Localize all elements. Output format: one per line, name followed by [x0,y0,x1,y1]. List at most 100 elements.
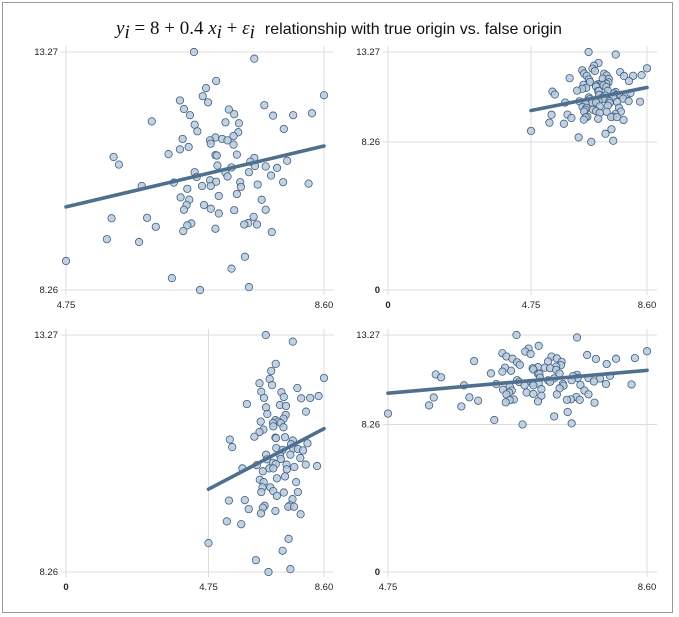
data-point [232,189,241,199]
y-tick-label: 8.26 [40,567,59,578]
data-point [178,134,187,144]
data-point [498,367,507,376]
data-point [627,380,636,389]
data-point [457,402,466,411]
data-point [624,76,634,86]
data-point [109,152,118,162]
data-point [590,66,599,76]
y-tick-label: 0 [375,567,380,578]
data-point [240,495,249,505]
data-point [291,478,301,487]
title-text: relationship with true origin vs. false … [265,21,562,38]
data-point [250,432,259,441]
data-point [253,180,262,189]
data-point [607,125,616,134]
data-point [306,393,315,403]
data-point [236,182,246,192]
y-tick-label: 8.26 [362,419,381,430]
data-point [529,389,538,399]
data-point [279,392,288,402]
data-point [437,373,446,382]
data-point [533,397,543,406]
data-point [204,539,213,548]
data-point [637,71,646,80]
data-point [474,396,483,405]
data-point [232,150,241,159]
data-point [283,156,292,165]
data-point [281,401,290,411]
data-point [272,474,281,483]
data-point [470,356,479,366]
data-point [289,502,299,511]
x-tick-label: 8.60 [315,300,334,311]
x-tick-label: 8.60 [638,582,657,593]
data-point [501,398,510,407]
data-point [567,113,576,123]
data-point [229,140,238,149]
data-point [249,212,258,221]
data-point [198,92,207,101]
data-point [179,205,189,214]
data-point [134,237,144,247]
figure-border [2,2,673,613]
data-point [297,394,306,403]
data-point [222,517,231,526]
data-point [224,105,233,114]
data-point [244,504,253,514]
data-point [167,274,176,283]
data-point [576,380,585,389]
data-point [261,205,270,214]
y-tick-label: 13.27 [356,47,380,58]
data-point [257,487,266,497]
panel-bottom-left: 8.26 13.27 0 4.75 8.60 [34,329,334,593]
data-point [255,427,264,437]
data-point [252,220,262,229]
data-point [223,136,232,145]
data-point [314,391,323,401]
data-point [224,496,233,505]
y-tick-label: 0 [375,285,380,296]
data-point [151,222,160,231]
y-tick-label: 13.27 [356,330,380,341]
data-point [624,97,633,106]
data-point [213,161,222,170]
data-point [142,213,152,222]
data-point [579,115,588,124]
title-y: y [114,18,125,39]
data-point [565,74,574,83]
data-point [429,393,438,402]
fit-line [529,85,649,113]
data-point [212,76,221,86]
y-tick-label: 13.27 [34,330,58,341]
data-point [518,420,527,429]
data-point [629,71,638,80]
y-tick-label: 8.26 [40,285,59,296]
data-point [212,177,221,186]
panel-top-left: 8.26 13.27 4.75 8.60 [34,46,334,311]
data-point [301,407,311,416]
data-point [164,150,173,159]
title-sub: i [217,22,222,43]
title-plus: + [222,18,242,39]
data-point [175,96,185,105]
data-point [184,142,193,152]
data-point [230,206,239,215]
data-point [589,377,598,386]
data-point [552,390,561,399]
data-point [562,395,572,404]
data-point [319,373,329,383]
data-point [572,333,582,342]
y-tick-label: 13.27 [34,47,58,58]
panel-bottom-right: 0 8.26 13.27 4.75 8.60 [356,329,657,593]
data-point [642,347,652,356]
data-point [244,168,254,177]
data-point [609,136,618,145]
data-point [61,256,71,266]
data-point [234,119,243,128]
data-point [307,109,317,118]
data-point [272,491,281,500]
data-point [199,200,209,210]
data-point [258,467,267,476]
data-point [282,465,291,474]
data-point [193,127,202,136]
